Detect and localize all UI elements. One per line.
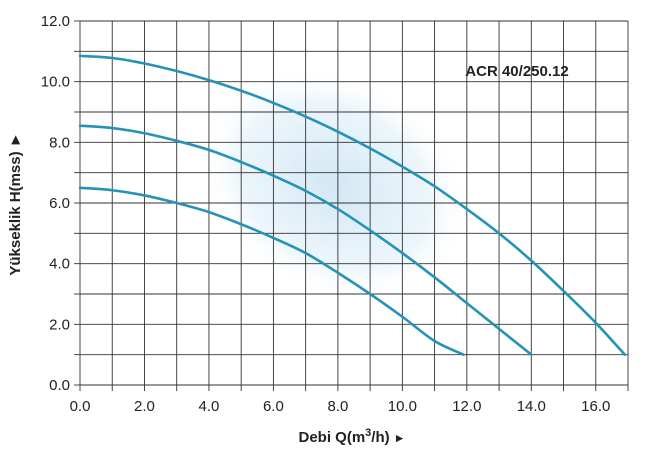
x-axis-title: Debi Q(m3/h) ► [298, 427, 405, 446]
y-tick-label: 2.0 [49, 316, 70, 333]
pump-curve-3 [78, 54, 627, 356]
x-tick-label: 16.0 [581, 398, 610, 415]
y-tick-label: 10.0 [41, 74, 70, 91]
pump-curve-1 [78, 186, 465, 356]
operating-region-shade [198, 67, 471, 303]
x-tick-label: 0.0 [70, 398, 91, 415]
pump-curve-2 [78, 124, 533, 356]
model-label: ACR 40/250.12 [465, 63, 568, 80]
y-tick-label: 12.0 [41, 13, 70, 30]
y-tick-label: 8.0 [49, 134, 70, 151]
y-tick-label: 0.0 [49, 377, 70, 394]
curves [78, 54, 627, 356]
x-tick-label: 12.0 [452, 398, 481, 415]
y-tick-label: 6.0 [49, 195, 70, 212]
x-tick-label: 14.0 [517, 398, 546, 415]
y-tick-label: 4.0 [49, 256, 70, 273]
x-tick-label: 2.0 [134, 398, 155, 415]
operating-region [198, 67, 471, 303]
grid [74, 20, 629, 391]
x-tick-label: 8.0 [327, 398, 348, 415]
x-tick-label: 6.0 [263, 398, 284, 415]
tick-labels: 0.0 2.0 4.0 6.0 8.0 10.0 12.0 0.0 2.0 4.0 6.0 8.0 10… [41, 13, 611, 415]
x-tick-label: 10.0 [388, 398, 417, 415]
y-axis-title: Yükseklik H(mss) ► [7, 132, 24, 275]
x-tick-label: 4.0 [199, 398, 220, 415]
